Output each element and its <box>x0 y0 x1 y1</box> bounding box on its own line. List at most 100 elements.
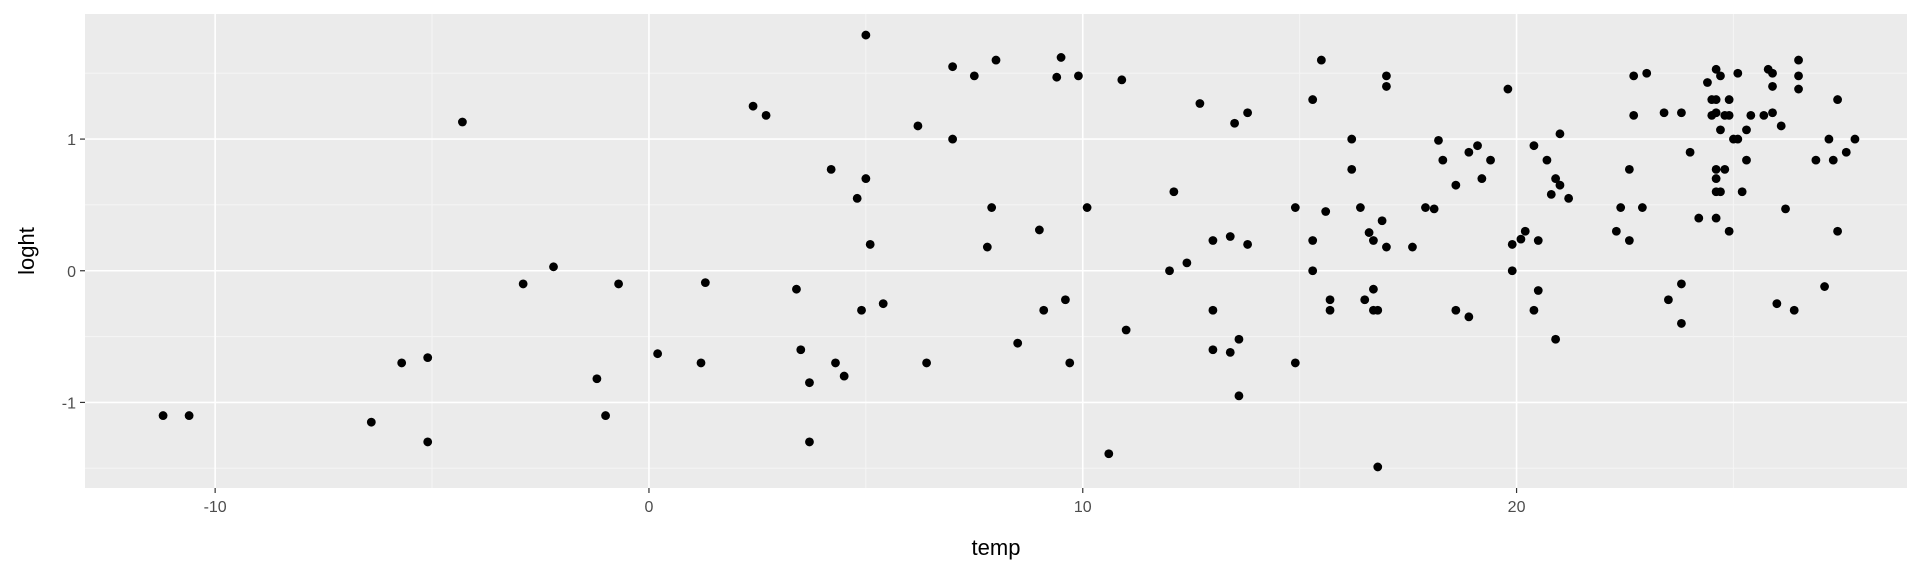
data-point <box>1533 236 1543 245</box>
data-point <box>1056 53 1066 62</box>
data-point <box>1360 295 1370 305</box>
data-point <box>158 411 168 420</box>
x-axis: -10 0 10 20 <box>204 488 1526 516</box>
data-point <box>423 437 433 447</box>
data-point <box>1768 108 1777 118</box>
data-point <box>1356 203 1365 212</box>
x-tick-label: 10 <box>1074 499 1092 516</box>
data-point <box>861 174 871 183</box>
data-point <box>913 121 923 131</box>
data-point <box>1308 266 1318 276</box>
data-point <box>1290 358 1300 368</box>
data-point <box>1616 203 1626 212</box>
data-point <box>1794 84 1803 94</box>
data-point <box>1624 164 1634 174</box>
data-point <box>1720 164 1730 174</box>
data-point <box>839 371 849 381</box>
data-point <box>1377 216 1387 226</box>
data-point <box>1347 164 1357 174</box>
data-point <box>1737 187 1747 197</box>
data-point <box>1234 391 1244 401</box>
data-point <box>1711 164 1721 174</box>
data-point <box>1716 125 1725 135</box>
data-point <box>1208 305 1218 315</box>
data-point <box>1373 462 1383 472</box>
data-point <box>1364 228 1374 237</box>
data-point <box>1529 305 1539 315</box>
data-point <box>1208 236 1218 245</box>
data-point <box>1768 82 1777 91</box>
data-point <box>857 305 866 315</box>
data-point <box>1382 242 1391 252</box>
data-point <box>805 437 814 447</box>
data-point <box>1824 134 1834 144</box>
data-point <box>601 411 610 420</box>
data-point <box>1039 305 1049 315</box>
data-point <box>1243 108 1253 118</box>
data-point <box>1182 258 1192 268</box>
data-point <box>1464 312 1474 322</box>
data-point <box>1438 155 1448 165</box>
data-point <box>700 278 710 287</box>
data-point <box>1828 155 1838 165</box>
data-point <box>1642 68 1652 78</box>
data-point <box>1052 72 1062 82</box>
x-tick-label: -10 <box>204 499 227 516</box>
data-point <box>1308 95 1318 104</box>
data-point <box>1477 174 1487 183</box>
data-point <box>1503 84 1513 94</box>
data-point <box>1082 203 1092 212</box>
data-point <box>826 164 836 174</box>
data-point <box>1421 203 1430 212</box>
data-point <box>987 203 997 212</box>
data-point <box>1347 134 1357 144</box>
data-point <box>1564 193 1574 203</box>
x-tick-label: 20 <box>1508 499 1526 516</box>
data-point <box>1833 226 1842 236</box>
data-point <box>1637 203 1647 212</box>
data-point <box>922 358 931 368</box>
data-point <box>1117 75 1127 85</box>
data-point <box>696 358 706 368</box>
data-point <box>1520 226 1530 236</box>
data-point <box>1243 240 1253 249</box>
data-point <box>1850 134 1860 144</box>
grid-lines <box>85 14 1907 488</box>
data-point <box>1230 118 1239 128</box>
data-point <box>1551 174 1561 183</box>
data-point <box>1811 155 1821 165</box>
data-point <box>592 374 602 384</box>
data-point <box>1408 242 1417 252</box>
data-point <box>1325 295 1335 305</box>
y-tick-label: -1 <box>62 395 76 412</box>
data-point <box>948 62 958 72</box>
data-point <box>1794 71 1803 81</box>
data-point <box>1716 71 1725 81</box>
data-point <box>1013 338 1023 348</box>
data-point <box>1074 71 1083 81</box>
data-point <box>1104 449 1114 459</box>
data-point <box>1546 189 1556 199</box>
data-point <box>1624 236 1634 245</box>
data-point <box>878 299 888 309</box>
data-point <box>991 55 1001 65</box>
data-point <box>831 358 840 368</box>
data-point <box>1664 295 1673 305</box>
data-point <box>1473 141 1482 151</box>
data-point <box>1225 232 1235 241</box>
data-point <box>1794 55 1803 65</box>
y-axis: -1 0 1 <box>62 132 85 412</box>
data-point <box>1225 347 1235 357</box>
data-point <box>458 117 467 127</box>
data-point <box>1369 284 1378 294</box>
data-point <box>761 110 771 120</box>
y-tick-label: 1 <box>67 132 76 149</box>
data-point <box>1742 155 1751 165</box>
data-point <box>1208 345 1218 355</box>
data-point <box>1516 234 1526 244</box>
data-point <box>1776 121 1786 131</box>
data-point <box>423 353 433 363</box>
data-point <box>948 134 958 144</box>
plot-panel <box>85 14 1907 488</box>
